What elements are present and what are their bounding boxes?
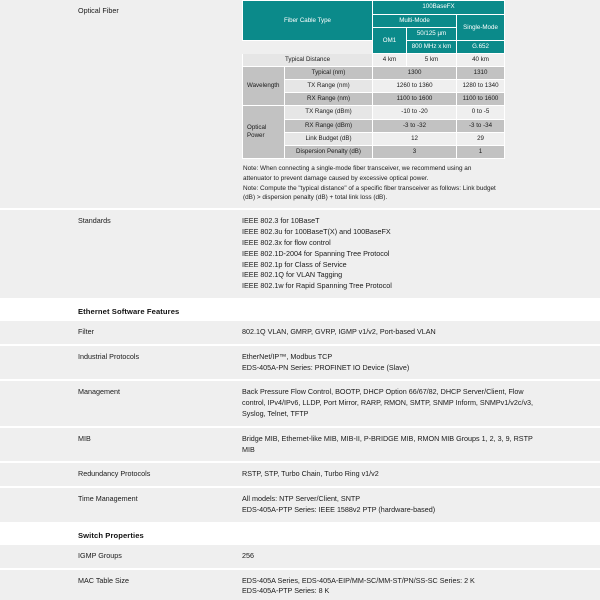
- table-row: RX Range (nm) 1100 to 1600 1100 to 1600: [243, 92, 506, 107]
- row-value: EDS-405A Series, EDS-405A-EIP/MM-SC/MM-S…: [242, 575, 475, 596]
- row-label-tx-range-nm: TX Range (nm): [283, 79, 374, 94]
- table-row: Wavelength Typical (nm) 1300 1310: [242, 66, 506, 107]
- value-link-budget-sm: 29: [456, 131, 506, 146]
- cell-om1: OM1: [372, 27, 408, 55]
- row-label-dispersion-penalty: Dispersion Penalty (dB): [283, 144, 374, 159]
- value-rx-range-dbm-sm: -3 to -34: [456, 118, 506, 133]
- row-value: Bridge MIB, Ethernet-like MIB, MIB-II, P…: [242, 433, 533, 454]
- value-tx-range-dbm-mm: -10 to -20: [372, 105, 458, 120]
- row-value: 256: [242, 550, 254, 560]
- row-label: Redundancy Protocols: [78, 469, 151, 479]
- optical-fiber-notes: Note: When connecting a single-mode fibe…: [243, 164, 496, 202]
- value-dispersion-penalty-sm: 1: [456, 144, 506, 159]
- row-label-tx-range-dbm: TX Range (dBm): [283, 105, 374, 120]
- row-time-management: Time Management All models: NTP Server/C…: [0, 488, 600, 522]
- section-title: Switch Properties: [78, 530, 144, 540]
- optical-fiber-row: Optical Fiber Fiber Cable Type: [0, 0, 600, 209]
- group-label-optical-power: Optical Power: [242, 105, 285, 159]
- value-tx-range-nm-sm: 1280 to 1340: [456, 79, 506, 94]
- optical-fiber-label: Optical Fiber: [78, 6, 119, 15]
- table-row: Dispersion Penalty (dB) 3 1: [243, 144, 506, 159]
- row-label: MAC Table Size: [78, 575, 129, 585]
- standards-label: Standards: [78, 216, 111, 226]
- standards-value: IEEE 802.3 for 10BaseT IEEE 802.3u for 1…: [242, 216, 392, 291]
- row-label-rx-range-dbm: RX Range (dBm): [283, 118, 374, 133]
- table-row: Multi-Mode Single-Mode: [243, 13, 506, 42]
- value-dispersion-penalty-mm: 3: [372, 144, 458, 159]
- section-switch-properties: Switch Properties: [0, 523, 600, 545]
- cell-g652: G.652: [456, 40, 506, 55]
- row-mac-table-size: MAC Table Size EDS-405A Series, EDS-405A…: [0, 569, 600, 600]
- optical-fiber-content: Fiber Cable Type 100BaseFX Multi-Mode Si…: [241, 0, 600, 208]
- row-label-link-budget: Link Budget (dB): [283, 131, 374, 146]
- cable-type-cell: Fiber Cable Type: [241, 0, 374, 42]
- standards-row: Standards IEEE 802.3 for 10BaseT IEEE 80…: [0, 210, 600, 298]
- row-value: 802.1Q VLAN, GMRP, GVRP, IGMP v1/v2, Por…: [242, 326, 436, 336]
- row-value: All models: NTP Server/Client, SNTP EDS-…: [242, 494, 436, 514]
- row-redundancy-protocols: Redundancy Protocols RSTP, STP, Turbo Ch…: [0, 463, 600, 487]
- table-row: 800 MHz x km G.652: [243, 40, 506, 55]
- value-rx-range-nm-mm: 1100 to 1600: [372, 92, 458, 107]
- row-management: Management Back Pressure Flow Control, B…: [0, 381, 600, 426]
- row-label-typical-nm: Typical (nm): [283, 66, 374, 81]
- header-100basefx: 100BaseFX: [372, 0, 506, 15]
- table-row: Link Budget (dB) 12 29: [243, 131, 506, 146]
- table-row: Fiber Cable Type 100BaseFX: [241, 0, 506, 42]
- header-multi-mode: Multi-Mode: [372, 13, 458, 29]
- row-mib: MIB Bridge MIB, Ethernet-like MIB, MIB-I…: [0, 427, 600, 462]
- value-tx-range-dbm-sm: 0 to -5: [456, 105, 506, 120]
- row-label: Management: [78, 387, 120, 397]
- table-row: RX Range (dBm) -3 to -32 -3 to -34: [243, 118, 506, 133]
- section-ethernet-software-features: Ethernet Software Features: [0, 299, 600, 321]
- cell-core-diameter: 50/125 µm: [406, 27, 458, 42]
- row-igmp-groups: IGMP Groups 256: [0, 544, 600, 568]
- value-rx-range-nm-sm: 1100 to 1600: [456, 92, 506, 107]
- row-value: EtherNet/IP™, Modbus TCP EDS-405A-PN Ser…: [242, 351, 410, 372]
- row-label-rx-range-nm: RX Range (nm): [283, 92, 374, 107]
- fiber-spec-table: Fiber Cable Type 100BaseFX Multi-Mode Si…: [241, 0, 506, 159]
- cable-type-label: Fiber Cable Type: [284, 16, 332, 24]
- section-title: Ethernet Software Features: [78, 306, 180, 316]
- row-filter: Filter 802.1Q VLAN, GMRP, GVRP, IGMP v1/…: [0, 320, 600, 344]
- header-single-mode: Single-Mode: [456, 13, 506, 42]
- row-label: Industrial Protocols: [78, 351, 140, 361]
- row-label: MIB: [78, 433, 91, 443]
- table-row: Optical Power TX Range (dBm) -10 to -20 …: [242, 105, 506, 159]
- value-typical-distance-om1: 4 km: [372, 53, 408, 68]
- value-typical-distance-50125: 5 km: [406, 53, 458, 68]
- row-label: Filter: [78, 326, 94, 336]
- value-typical-nm-mm: 1300: [372, 66, 458, 81]
- row-industrial-protocols: Industrial Protocols EtherNet/IP™, Modbu…: [0, 345, 600, 380]
- row-value: Back Pressure Flow Control, BOOTP, DHCP …: [242, 387, 534, 418]
- value-rx-range-dbm-mm: -3 to -32: [372, 118, 458, 133]
- value-tx-range-nm-mm: 1260 to 1360: [372, 79, 458, 94]
- value-typical-nm-sm: 1310: [456, 66, 506, 81]
- group-label-wavelength: Wavelength: [242, 66, 285, 107]
- row-label-typical-distance: Typical Distance: [241, 53, 374, 68]
- value-typical-distance-sm: 40 km: [456, 53, 506, 68]
- cell-bandwidth: 800 MHz x km: [406, 40, 458, 55]
- row-label: Time Management: [78, 494, 138, 504]
- row-label: IGMP Groups: [78, 550, 122, 560]
- value-link-budget-mm: 12: [372, 131, 458, 146]
- row-value: RSTP, STP, Turbo Chain, Turbo Ring v1/v2: [242, 469, 379, 479]
- table-row: Typical Distance 4 km 5 km 40 km: [241, 53, 506, 68]
